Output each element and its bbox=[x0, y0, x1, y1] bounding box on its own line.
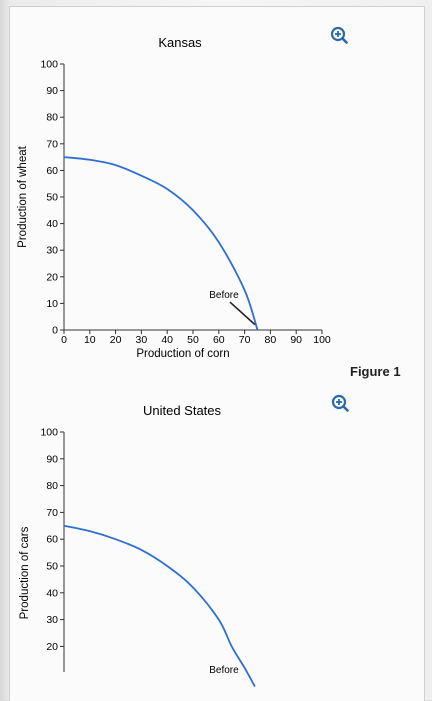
y-tick-label: 30 bbox=[46, 245, 58, 257]
y-tick-label: 80 bbox=[46, 112, 58, 124]
y-tick-label: 40 bbox=[46, 218, 58, 230]
x-axis-label: Production of corn bbox=[136, 348, 229, 360]
y-tick-label: 30 bbox=[46, 614, 58, 626]
y-tick-label: 100 bbox=[40, 59, 58, 71]
annotation-label: Before bbox=[209, 665, 239, 676]
y-tick-label: 90 bbox=[46, 85, 58, 97]
x-tick-label: 40 bbox=[161, 334, 173, 346]
x-tick-label: 100 bbox=[313, 334, 331, 346]
y-axis-label: Production of wheat bbox=[17, 145, 29, 247]
y-tick-label: 60 bbox=[46, 534, 58, 546]
x-tick-label: 30 bbox=[136, 334, 148, 346]
x-tick-label: 80 bbox=[265, 334, 277, 346]
y-tick-label: 60 bbox=[46, 165, 58, 177]
x-tick-label: 90 bbox=[290, 334, 302, 346]
x-tick-label: 70 bbox=[239, 334, 251, 346]
y-tick-label: 0 bbox=[52, 325, 58, 337]
zoom-in-icon[interactable] bbox=[331, 394, 349, 412]
x-tick-label: 10 bbox=[84, 334, 96, 346]
y-tick-label: 20 bbox=[46, 271, 58, 283]
x-tick-label: 0 bbox=[61, 334, 67, 346]
x-tick-label: 20 bbox=[110, 334, 122, 346]
figure-panel bbox=[9, 6, 425, 701]
x-tick-label: 60 bbox=[213, 334, 225, 346]
figure-caption: Figure 1 bbox=[350, 364, 401, 379]
y-tick-label: 20 bbox=[46, 641, 58, 653]
ppf-curve bbox=[63, 524, 256, 688]
x-tick-label: 50 bbox=[187, 334, 199, 346]
y-tick-label: 90 bbox=[46, 453, 58, 465]
y-tick-label: 40 bbox=[46, 587, 58, 599]
y-tick-label: 70 bbox=[46, 507, 58, 519]
chart-title: Kansas bbox=[158, 35, 202, 50]
y-tick-label: 100 bbox=[40, 427, 58, 439]
chart-title: United States bbox=[143, 403, 222, 418]
y-tick-label: 80 bbox=[46, 480, 58, 492]
zoom-in-icon[interactable] bbox=[330, 26, 348, 44]
annotation-pointer bbox=[229, 301, 256, 326]
annotation-label: Before bbox=[209, 290, 239, 301]
y-tick-label: 10 bbox=[46, 298, 58, 310]
y-tick-label: 50 bbox=[46, 192, 58, 204]
y-tick-label: 70 bbox=[46, 138, 58, 150]
y-axis-label: Production of cars bbox=[19, 526, 31, 619]
y-tick-label: 50 bbox=[46, 561, 58, 573]
ppf-curve bbox=[63, 156, 259, 331]
